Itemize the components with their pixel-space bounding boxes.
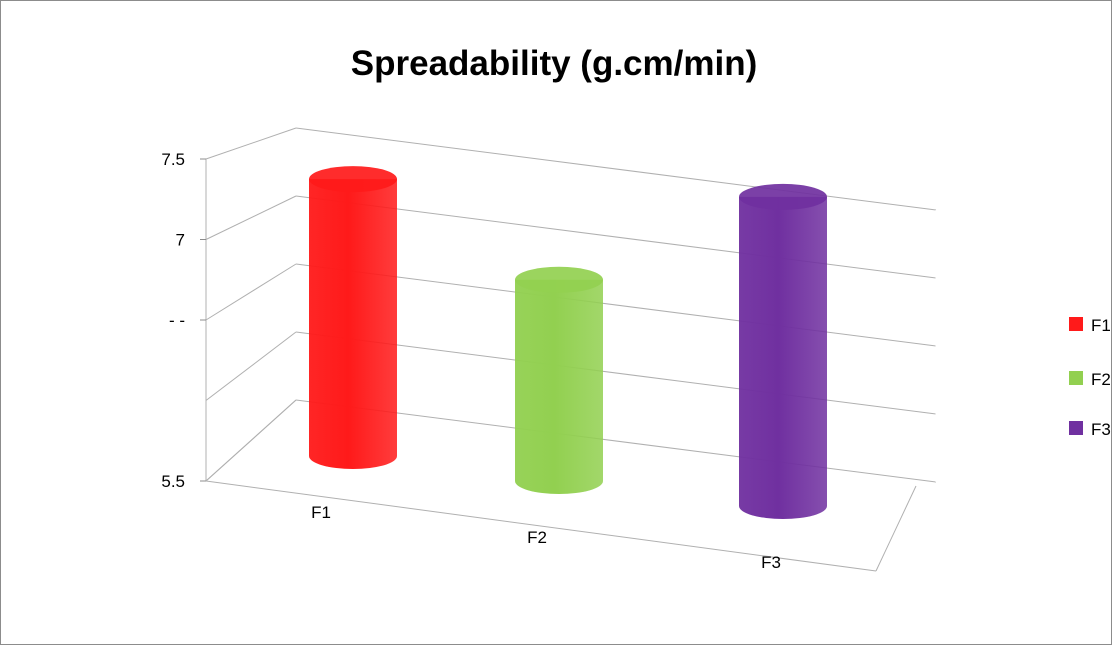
bar-body	[309, 179, 397, 469]
gridline-left	[205, 331, 297, 401]
legend-swatch	[1069, 317, 1083, 331]
x-tick-label: F3	[761, 553, 781, 572]
bars	[309, 166, 827, 519]
axes: 7.5 7 - - 5.5 F1 F2 F3	[161, 150, 917, 572]
y-tick-label: - -	[169, 311, 185, 330]
y-tick-label: 7	[176, 231, 185, 250]
bar-F1	[309, 166, 397, 469]
gridline-back	[295, 263, 937, 347]
legend: F1 F2 F3	[1069, 316, 1111, 439]
bar-F3	[739, 183, 827, 519]
legend-label: F2	[1091, 370, 1111, 389]
x-tick-label: F2	[527, 528, 547, 547]
gridline-left	[205, 195, 297, 240]
y-tick-label: 5.5	[161, 472, 185, 491]
bar-top	[309, 166, 397, 193]
legend-swatch	[1069, 371, 1083, 385]
bar-F2	[515, 266, 603, 494]
bar-body	[739, 196, 827, 519]
legend-label: F1	[1091, 316, 1111, 335]
gridline-back	[295, 399, 937, 483]
x-tick-label: F1	[311, 503, 331, 522]
floor-left-edge	[205, 399, 297, 482]
gridline-left	[205, 127, 297, 160]
x-axis-line	[205, 480, 877, 572]
gridlines	[205, 127, 937, 483]
bar-body	[515, 279, 603, 494]
floor-right-edge	[875, 485, 917, 572]
legend-label: F3	[1091, 420, 1111, 439]
bar-top	[739, 183, 827, 210]
chart-title: Spreadability (g.cm/min)	[351, 44, 757, 83]
gridline-back	[295, 331, 937, 415]
gridline-left	[205, 263, 297, 321]
gridline-back	[295, 195, 937, 279]
gridline-back	[295, 127, 937, 211]
bar-top	[515, 266, 603, 293]
legend-swatch	[1069, 421, 1083, 435]
y-tick-label: 7.5	[161, 150, 185, 169]
